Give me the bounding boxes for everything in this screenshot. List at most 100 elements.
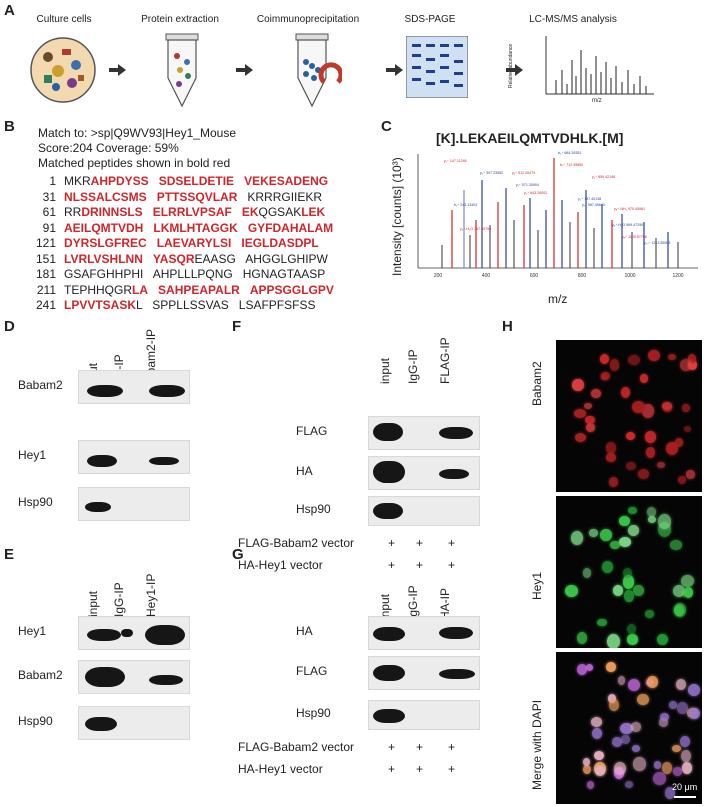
row-label-hey1: Hey1 xyxy=(18,448,47,462)
cell-nucleus xyxy=(647,350,660,362)
cell-nucleus xyxy=(584,402,592,409)
row-label-ha: HA xyxy=(296,624,313,638)
cell-nucleus xyxy=(638,469,650,480)
cell-nucleus xyxy=(600,353,610,365)
blot-strip xyxy=(78,370,190,404)
cell-nucleus xyxy=(660,713,670,721)
unmatched-sequence xyxy=(233,267,243,281)
peptide-row: 91 AEILQMTVDH LKMLHTAGGK GYFDAHALAM xyxy=(30,220,334,235)
cell-nucleus xyxy=(582,568,592,578)
cell-nucleus xyxy=(605,442,617,455)
blot-strip xyxy=(78,616,190,650)
ms-ylabel: Relative abundance xyxy=(508,43,514,88)
match-header: Match to: >sp|Q9WV93|Hey1_Mouse xyxy=(38,126,236,140)
scale-bar-label: 20 μm xyxy=(672,782,698,792)
panel-label-d: D xyxy=(4,318,15,335)
cell-nucleus xyxy=(637,693,650,706)
blot-band xyxy=(439,427,473,439)
residue-number: 211 xyxy=(36,282,56,297)
matched-peptide: LVRLVSHLNN xyxy=(64,251,143,266)
unmatched-sequence: MKR xyxy=(64,174,91,188)
peptide-row: 121 DYRSLGFREC LAEVARYLSI IEGLDASDPL xyxy=(30,236,319,250)
unmatched-sequence xyxy=(142,298,152,312)
row-label-hsp90: Hsp90 xyxy=(18,495,53,509)
unmatched-sequence: KRRRGIIEKR xyxy=(247,189,323,204)
step-label-coip: Coimmunoprecipitation xyxy=(256,14,360,25)
peak-annotation: y₁₀⁺ 1213.65903 xyxy=(644,241,670,245)
cell-nucleus xyxy=(575,432,586,442)
lane-label-flag-ip: FLAG-IP xyxy=(438,337,452,384)
residue-number: 91 xyxy=(42,220,56,235)
unmatched-sequence xyxy=(240,283,250,297)
cell-nucleus xyxy=(648,516,657,523)
condition-mark: + xyxy=(416,558,424,572)
matched-peptide: EK xyxy=(241,205,259,219)
cell-nucleus xyxy=(621,735,630,744)
unmatched-sequence xyxy=(238,221,248,235)
unmatched-sequence: TEPHHQGR xyxy=(64,282,133,297)
peak-annotation: y₉⁺ 1100.57706 xyxy=(622,235,647,239)
cell-nucleus xyxy=(653,761,662,769)
x-tick-label: 800 xyxy=(578,273,587,279)
cell-nucleus xyxy=(601,560,613,573)
peak-annotation: b₇⁺ 712.39850 xyxy=(560,163,583,167)
cell-nucleus xyxy=(646,507,656,517)
panel-label-b: B xyxy=(4,118,15,135)
cell-nucleus xyxy=(585,422,596,432)
matched-peptide: DYRSLGFREC xyxy=(64,236,147,250)
peak-annotation: b₆⁺ 684.39351 xyxy=(558,151,581,155)
condition-mark: + xyxy=(448,740,456,754)
cell-nucleus xyxy=(574,408,586,419)
cell-nucleus xyxy=(631,745,640,752)
cell-nucleus xyxy=(642,403,655,419)
condition-mark: + xyxy=(388,740,396,754)
babam2-fluorescence-image xyxy=(556,340,702,492)
cell-nucleus xyxy=(586,780,594,790)
cell-nucleus xyxy=(652,772,666,786)
cell-nucleus xyxy=(659,717,669,727)
peak-annotation: y₇⁺ 571.30904 xyxy=(516,183,539,187)
step-label-culture: Culture cells xyxy=(36,14,92,25)
unmatched-sequence: L xyxy=(136,298,143,312)
peak-annotation: y₄⁺-H₂O 347.69756 xyxy=(460,227,491,231)
row-label-babam2-if: Babam2 xyxy=(530,361,544,406)
cell-nucleus xyxy=(645,447,656,459)
matched-peptide: NLSSALCSMS xyxy=(64,189,147,204)
cell-nucleus xyxy=(609,359,620,371)
cell-nucleus xyxy=(606,662,616,672)
blot-band xyxy=(149,457,179,465)
cell-nucleus xyxy=(679,359,693,372)
blot-strip xyxy=(78,706,190,740)
cell-nucleus xyxy=(627,624,636,635)
cell-nucleus xyxy=(589,529,598,538)
cell-nucleus xyxy=(628,506,638,515)
x-tick-label: 1000 xyxy=(624,273,635,279)
unmatched-sequence xyxy=(237,190,247,204)
row-label-hey1: Hey1 xyxy=(18,624,47,638)
cell-nucleus xyxy=(670,540,682,550)
matched-peptide: SAHPEAPALR xyxy=(158,282,240,297)
matched-peptides-note: Matched peptides shown in bold red xyxy=(38,156,231,170)
unmatched-sequence xyxy=(149,174,159,188)
condition-label: FLAG-Babam2 vector xyxy=(238,740,355,754)
lane-label-igg-ip: IgG-IP xyxy=(406,585,420,620)
step-label-extraction: Protein extraction xyxy=(141,14,219,25)
residue-number: 181 xyxy=(35,267,56,281)
blot-band xyxy=(87,385,123,397)
unmatched-sequence xyxy=(143,252,153,266)
matched-peptide: LPVVTSASK xyxy=(64,298,137,312)
row-label-flag: FLAG xyxy=(296,424,328,438)
condition-mark: + xyxy=(388,536,396,550)
blot-strip xyxy=(368,616,480,650)
row-label-babam2: Babam2 xyxy=(18,378,63,392)
cell-nucleus xyxy=(586,664,594,672)
cell-nucleus xyxy=(678,476,687,484)
peptide-row: 211 TEPHHQGRLA SAHPEAPALR APPSGGLGPV xyxy=(30,283,334,297)
unmatched-sequence xyxy=(229,298,239,312)
blot-strip xyxy=(368,496,480,526)
residue-number: 61 xyxy=(42,205,56,219)
matched-peptide: LAEVARYLSI xyxy=(156,236,232,250)
matched-peptide: AHPDYSS xyxy=(90,174,149,188)
condition-mark: + xyxy=(448,558,456,572)
cell-nucleus xyxy=(611,737,622,748)
